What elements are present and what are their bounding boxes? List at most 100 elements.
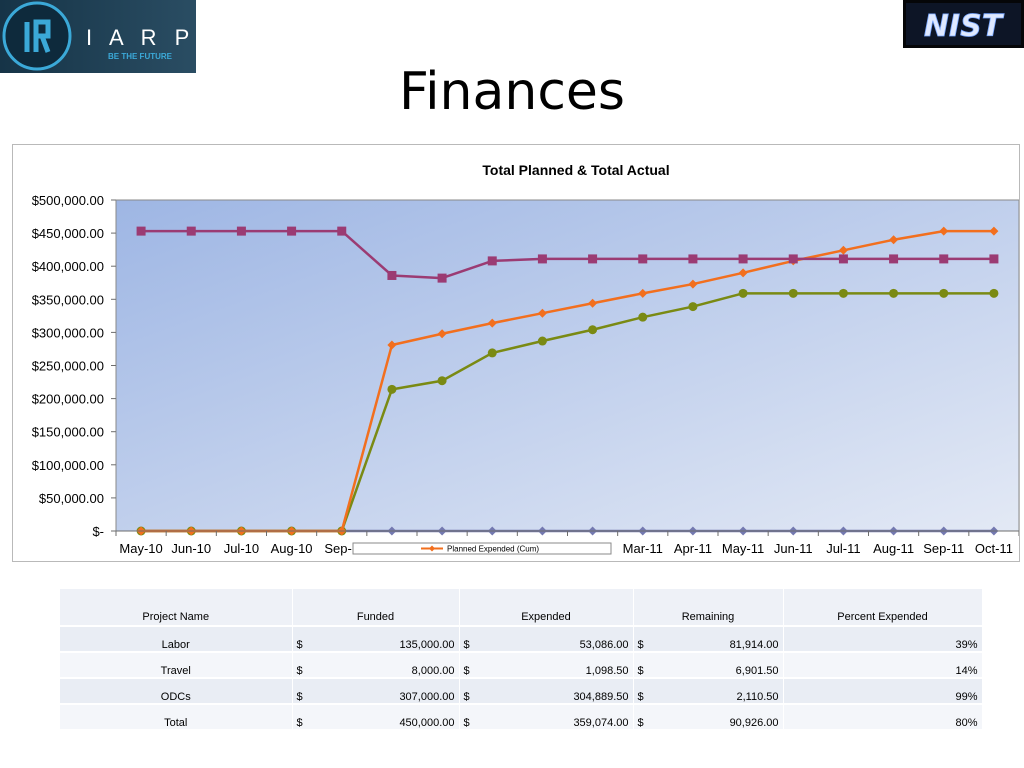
data-point	[638, 254, 648, 264]
cell-funded: $307,000.00	[292, 678, 460, 705]
y-tick-label: $100,000.00	[32, 458, 104, 473]
cell-remaining: $81,914.00	[633, 626, 784, 653]
x-tick-label: Aug-10	[271, 541, 313, 556]
cell-remaining: $6,901.50	[633, 652, 784, 679]
iarpa-wordmark: I A R P A	[86, 25, 196, 50]
x-axis: May-10 Jun-10 Jul-10 Aug-10 Sep-1 Mar-11 Apr-1…	[115, 530, 1019, 556]
iarpa-logo: I A R P A BE THE FUTURE	[0, 0, 196, 73]
cell-project-name: ODCs	[60, 678, 293, 705]
data-point	[437, 273, 447, 283]
header-expended: Expended	[459, 589, 634, 627]
cell-expended: $1,098.50	[459, 652, 634, 679]
currency-symbol: $	[637, 717, 644, 729]
nist-logo: NIST	[903, 0, 1024, 48]
line-chart: Total Planned & Total Actual $- $50,000.0…	[32, 162, 1019, 556]
header-funded: Funded	[292, 589, 460, 627]
chart-frame: Total Planned & Total Actual $- $50,000.0…	[12, 144, 1020, 562]
cell-percent: 99%	[783, 678, 983, 705]
page-title: Finances	[398, 62, 626, 122]
data-point	[337, 226, 347, 236]
series-line	[141, 229, 994, 280]
cell-funded: $450,000.00	[292, 704, 460, 731]
y-tick-label: $400,000.00	[32, 259, 104, 274]
amount: 1,098.50	[585, 665, 629, 677]
x-tick-label: Jun-10	[171, 541, 211, 556]
data-point	[537, 254, 547, 264]
y-tick-label: $350,000.00	[32, 292, 104, 307]
x-tick-label: May-10	[119, 541, 162, 556]
y-tick-label: $-	[92, 524, 104, 539]
data-point	[236, 226, 246, 236]
data-point	[838, 288, 848, 298]
y-tick-label: $250,000.00	[32, 359, 104, 374]
amount: 90,926.00	[729, 717, 779, 729]
chart-title: Total Planned & Total Actual	[482, 162, 669, 178]
y-tick-label: $450,000.00	[32, 226, 104, 241]
series	[136, 226, 999, 283]
currency-symbol: $	[296, 717, 303, 729]
data-point	[588, 254, 598, 264]
data-point	[437, 329, 447, 339]
data-point	[588, 298, 598, 308]
header-percent-expended: Percent Expended	[783, 589, 983, 627]
data-point	[487, 318, 497, 328]
legend-marker	[429, 545, 435, 552]
header-remaining: Remaining	[633, 589, 784, 627]
amount: 359,074.00	[573, 717, 629, 729]
currency-symbol: $	[296, 691, 303, 703]
data-point	[387, 340, 397, 350]
data-point	[537, 308, 547, 318]
x-tick-label: Jun-11	[774, 541, 813, 556]
currency-symbol: $	[296, 639, 303, 651]
data-point	[838, 254, 848, 264]
amount: 6,901.50	[735, 665, 779, 677]
data-point	[638, 312, 648, 322]
data-point	[387, 384, 397, 394]
legend-box	[352, 542, 612, 555]
legend: Planned Expended (Cum)	[352, 542, 612, 555]
x-tick-label: Sep-1	[324, 541, 359, 556]
nist-wordmark: NIST	[924, 9, 1005, 44]
data-point	[387, 270, 397, 280]
cell-percent: 14%	[783, 652, 983, 679]
amount: 307,000.00	[399, 691, 455, 703]
data-point	[136, 226, 146, 236]
data-point	[186, 226, 196, 236]
data-point	[989, 288, 999, 298]
legend-label: Planned Expended (Cum)	[447, 545, 539, 554]
iarpa-tagline: BE THE FUTURE	[108, 52, 173, 61]
cell-percent: 39%	[783, 626, 983, 653]
currency-symbol: $	[637, 665, 644, 677]
data-point	[788, 288, 798, 298]
cell-funded: $135,000.00	[292, 626, 460, 653]
data-point	[738, 254, 748, 264]
table-row: Labor $135,000.00 $53,086.00 $81,914.00 …	[60, 626, 983, 653]
data-point	[889, 235, 899, 245]
table-header-row: Project Name Funded Expended Remaining P…	[60, 589, 983, 627]
cell-expended: $53,086.00	[459, 626, 634, 653]
amount: 450,000.00	[399, 717, 455, 729]
finance-table: Project Name Funded Expended Remaining P…	[60, 589, 983, 731]
data-point	[889, 254, 899, 264]
x-tick-label: Apr-11	[674, 541, 712, 556]
y-tick-label: $150,000.00	[32, 425, 104, 440]
data-point	[788, 254, 798, 264]
x-tick-label: Jul-11	[826, 541, 860, 556]
currency-symbol: $	[637, 691, 644, 703]
table-row: Total $450,000.00 $359,074.00 $90,926.00…	[60, 704, 983, 731]
cell-remaining: $2,110.50	[633, 678, 784, 705]
data-point	[989, 226, 999, 236]
data-point	[437, 376, 447, 386]
cell-expended: $304,889.50	[459, 678, 634, 705]
x-tick-label: May-11	[722, 541, 764, 556]
header-project-name: Project Name	[60, 589, 293, 627]
data-point	[939, 226, 949, 236]
cell-project-name: Travel	[60, 652, 293, 679]
y-tick-label: $300,000.00	[32, 325, 104, 340]
data-point	[287, 226, 297, 236]
y-tick-label: $50,000.00	[39, 491, 104, 506]
plot-area	[115, 199, 1019, 532]
cell-remaining: $90,926.00	[633, 704, 784, 731]
data-point	[939, 254, 949, 264]
data-point	[588, 325, 598, 335]
